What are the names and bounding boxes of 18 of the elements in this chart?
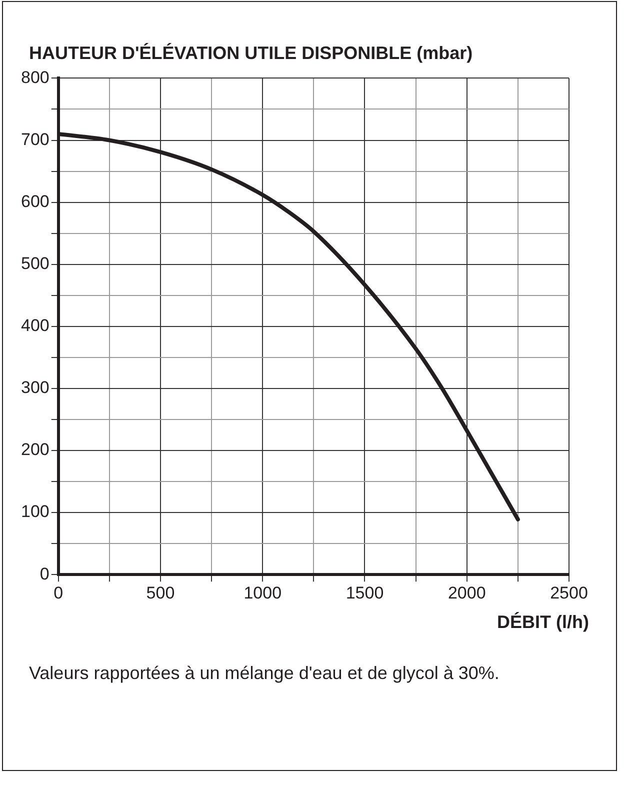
y-tick-label: 300 (20, 378, 50, 398)
y-tick-label: 100 (20, 502, 50, 522)
x-tick-label: 2500 (550, 583, 588, 602)
x-tick-label: 1000 (244, 583, 282, 602)
chart-title: HAUTEUR D'ÉLÉVATION UTILE DISPONIBLE (mbar) (29, 42, 474, 64)
y-tick-label: 0 (40, 564, 50, 584)
y-tick-label: 200 (20, 440, 50, 460)
y-tick-label: 700 (20, 130, 50, 149)
y-tick-label: 400 (20, 316, 50, 336)
x-tick-label: 0 (54, 583, 64, 602)
x-tick-label: 1500 (346, 583, 384, 602)
x-tick-label: 2000 (448, 583, 486, 602)
y-tick-label: 500 (20, 254, 50, 274)
x-tick-label: 500 (146, 583, 175, 602)
y-tick-label: 600 (20, 192, 50, 211)
x-axis-title: DÉBIT (l/h) (496, 612, 589, 633)
text: Valeurs rapportées à un mélange d'eau et de glycol à 30%. (29, 662, 500, 685)
y-tick-label: 800 (20, 68, 50, 87)
